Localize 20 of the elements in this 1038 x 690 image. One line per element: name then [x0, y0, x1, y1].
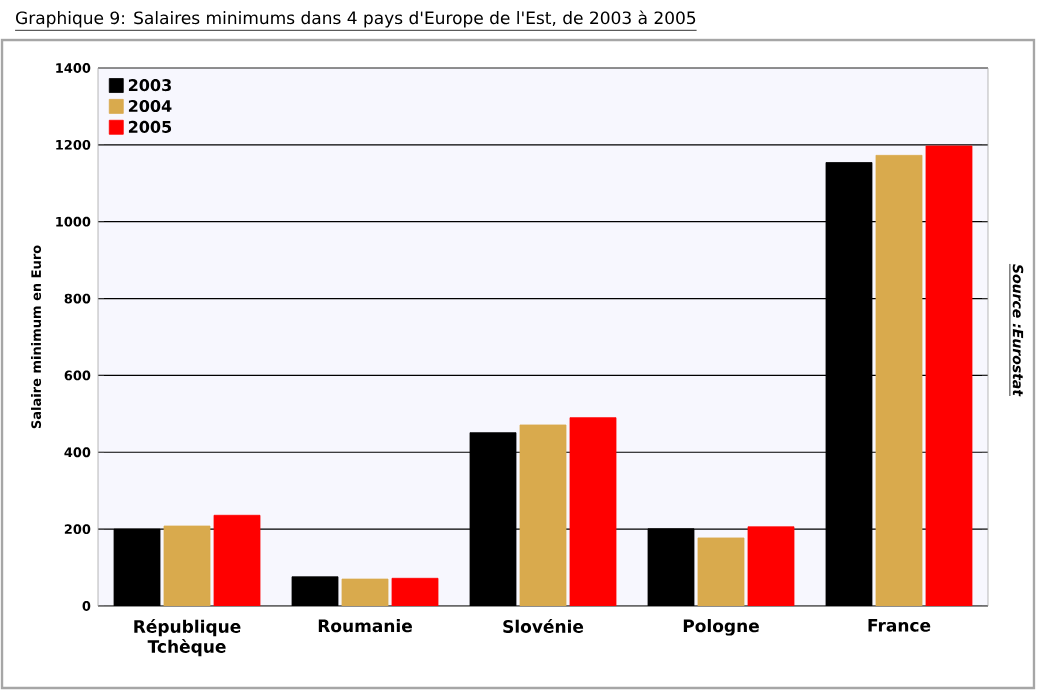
legend-label: 2004: [128, 99, 172, 113]
bar: [569, 417, 617, 606]
x-tick-label: France: [868, 619, 931, 632]
x-tick-label: Pologne: [683, 619, 759, 636]
bar: [925, 145, 973, 606]
x-tick-label: République Tchèque: [134, 619, 241, 657]
bar: [163, 525, 211, 606]
bar: [391, 577, 439, 606]
bar: [341, 578, 389, 606]
x-tick-label: Roumanie: [318, 619, 412, 633]
chart-title: Graphique 9: Salaires minimums dans 4 pays d'Europe de l'Est, de 2003 à 2005: [16, 10, 696, 28]
legend-label: 2005: [128, 120, 172, 133]
bar: [519, 424, 567, 606]
bar: [213, 514, 261, 606]
bar: [747, 526, 795, 606]
bar: [875, 154, 923, 606]
bar: [291, 576, 339, 606]
legend-label: 2003: [128, 79, 171, 92]
x-tick-label: Slovénie: [503, 619, 584, 633]
bar: [697, 537, 745, 606]
